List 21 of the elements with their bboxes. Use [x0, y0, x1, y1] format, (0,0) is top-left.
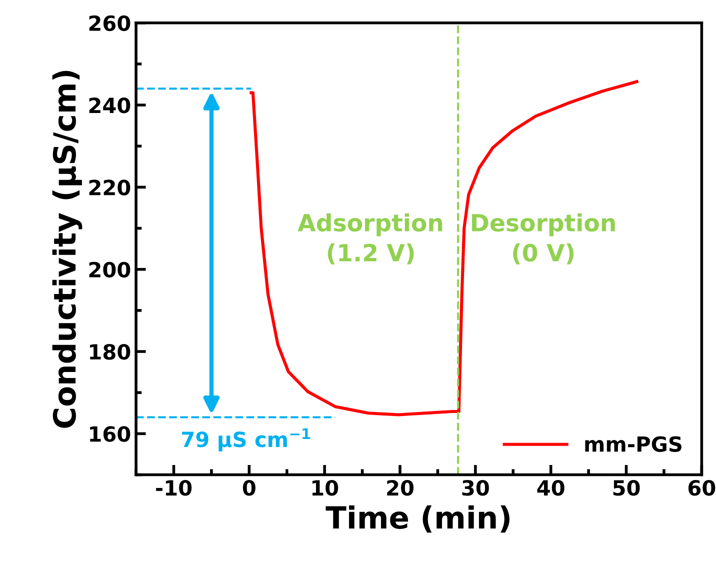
annotation: 79 µS cm$^{−1}$: [182, 428, 310, 452]
y-tick-label: 220: [89, 180, 130, 196]
y-tick-label: 160: [90, 426, 130, 442]
x-tick-label: 60: [688, 480, 716, 496]
y-tick-label: 240: [89, 97, 130, 114]
y-tick-label: 180: [90, 344, 130, 360]
x-tick-label: 40: [537, 480, 564, 496]
line-series: [250, 80, 638, 416]
y-tick-label: 260: [89, 15, 130, 32]
x-tick-label: 50: [613, 480, 640, 496]
y-axis-title: Conductivity (µS/cm): [52, 70, 82, 428]
x-tick-label: -10: [156, 480, 192, 496]
x-tick-label: 10: [312, 480, 338, 496]
y-tick-label: 200: [89, 262, 130, 278]
x-tick-label: 0: [242, 480, 256, 496]
x-tick-label: 20: [387, 480, 414, 496]
legend-label: mm-PGS: [585, 436, 682, 452]
x-tick-label: 30: [462, 480, 489, 496]
annotation: Desorption (0 V): [472, 213, 615, 264]
annotation: Adsorption (1.2 V): [298, 213, 442, 264]
x-axis-title: Time (min): [326, 505, 510, 533]
